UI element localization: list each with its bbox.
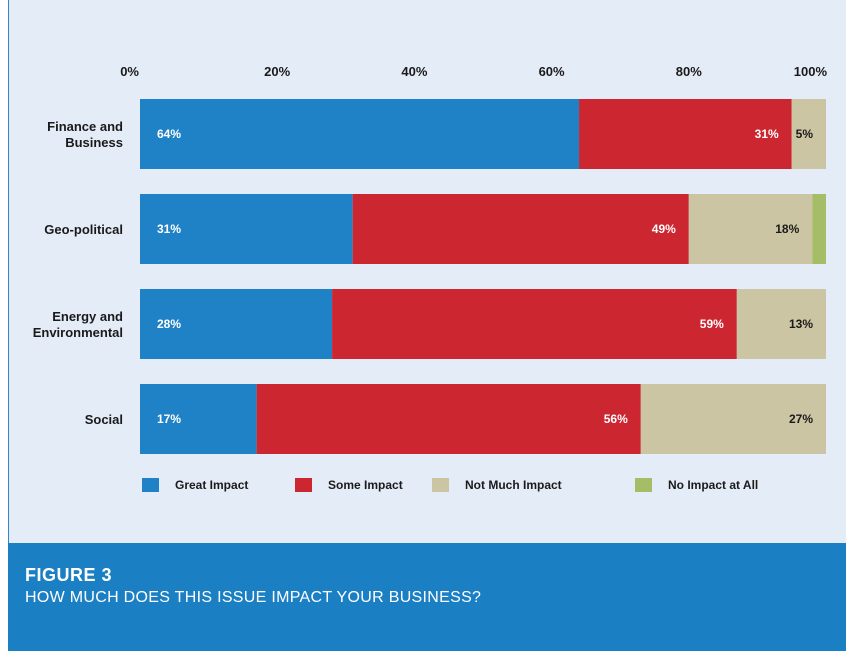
category-label: Business (65, 135, 123, 150)
bar-segment (640, 384, 826, 454)
legend-swatch (295, 478, 312, 492)
bar-segment (140, 384, 257, 454)
legend-swatch (432, 478, 449, 492)
x-tick-label: 100% (794, 64, 828, 79)
x-tick-label: 60% (539, 64, 565, 79)
data-label: 27% (789, 412, 813, 426)
category-label: Finance and (47, 119, 123, 134)
data-label: 5% (796, 127, 814, 141)
legend-label: No Impact at All (668, 478, 758, 492)
figure-title: HOW MUCH DOES THIS ISSUE IMPACT YOUR BUS… (25, 589, 482, 606)
legend-swatch (142, 478, 159, 492)
bar-segment (352, 194, 689, 264)
bar-segment (736, 289, 826, 359)
legend-label: Not Much Impact (465, 478, 562, 492)
data-label: 18% (775, 222, 799, 236)
category-label: Energy and (52, 309, 123, 324)
figure-caption: FIGURE 3 HOW MUCH DOES THIS ISSUE IMPACT… (8, 543, 846, 651)
chart-panel: 0% 20% 40% 60% 80% 100% Finance and Business 64%… (8, 0, 846, 651)
bar-segment (791, 99, 826, 169)
data-label: 31% (157, 222, 181, 236)
bar-segment (332, 289, 737, 359)
bar-segment (140, 194, 353, 264)
category-label: Social (85, 412, 123, 427)
x-tick-label: 40% (401, 64, 427, 79)
data-label: 28% (157, 317, 181, 331)
bar-segment (140, 289, 333, 359)
legend-label: Some Impact (328, 478, 403, 492)
category-label: Environmental (33, 325, 123, 340)
bar-segment (688, 194, 813, 264)
data-label: 64% (157, 127, 181, 141)
bar-segment (140, 99, 580, 169)
data-label: 31% (755, 127, 779, 141)
bar-segment (256, 384, 641, 454)
bar-segment (812, 194, 826, 264)
data-label: 17% (157, 412, 181, 426)
data-label: 49% (652, 222, 676, 236)
legend-label: Great Impact (175, 478, 248, 492)
x-tick-label: 20% (264, 64, 290, 79)
data-label: 59% (700, 317, 724, 331)
legend-swatch (635, 478, 652, 492)
data-label: 56% (604, 412, 628, 426)
data-label: 13% (789, 317, 813, 331)
figure-number: FIGURE 3 (25, 565, 113, 585)
bar-segment (579, 99, 792, 169)
x-tick-label: 80% (676, 64, 702, 79)
category-label: Geo-political (44, 222, 123, 237)
x-tick-label: 0% (120, 64, 139, 79)
